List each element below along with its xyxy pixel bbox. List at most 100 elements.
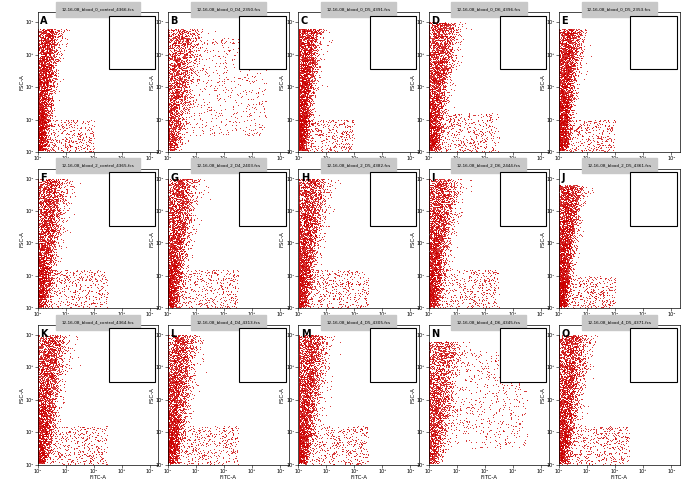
Point <box>42 185 53 193</box>
Point <box>423 236 434 244</box>
Point <box>42 82 53 90</box>
Point <box>165 377 176 385</box>
Point <box>431 408 442 416</box>
Point <box>554 443 565 451</box>
Point <box>42 52 53 60</box>
Point <box>166 364 177 371</box>
Point <box>296 264 307 272</box>
Point <box>295 266 306 274</box>
Point <box>554 300 565 308</box>
Point <box>555 363 566 371</box>
Point <box>435 257 446 265</box>
Point <box>33 273 44 280</box>
Point <box>315 205 326 213</box>
Point <box>428 131 439 139</box>
Point <box>295 92 306 100</box>
Point <box>436 350 447 358</box>
Point <box>46 122 57 129</box>
Point <box>559 252 570 260</box>
Point <box>324 125 335 133</box>
Point <box>432 229 443 237</box>
Point <box>40 69 51 77</box>
Point <box>559 242 570 250</box>
Point <box>293 55 304 63</box>
Point <box>423 191 434 199</box>
Point <box>301 51 311 59</box>
Point <box>43 353 54 361</box>
Point <box>554 100 565 108</box>
Point <box>555 269 566 277</box>
Point <box>163 255 174 263</box>
Point <box>298 279 309 287</box>
Point <box>301 342 311 350</box>
Point <box>561 459 572 467</box>
Point <box>174 434 185 442</box>
Point <box>33 377 44 385</box>
Point <box>168 296 179 304</box>
Point <box>554 103 565 111</box>
Point <box>531 362 542 370</box>
Point <box>33 347 44 355</box>
Point <box>273 24 284 32</box>
Point <box>433 26 444 34</box>
Point <box>92 436 102 444</box>
Point <box>293 269 304 277</box>
Point <box>33 286 44 294</box>
Point <box>558 379 569 387</box>
Point <box>50 410 61 418</box>
Point <box>303 76 314 84</box>
Point <box>45 339 56 347</box>
Point <box>433 418 444 426</box>
Point <box>424 406 435 414</box>
Point <box>428 262 438 270</box>
Point <box>171 445 182 453</box>
Point <box>437 55 448 63</box>
Point <box>430 122 441 130</box>
Point <box>307 429 318 437</box>
Point <box>430 34 441 42</box>
Point <box>468 118 479 126</box>
Point <box>558 66 569 74</box>
Point <box>295 417 306 425</box>
Point <box>165 443 176 451</box>
Point <box>554 279 565 287</box>
Point <box>301 76 312 84</box>
Point <box>425 409 436 417</box>
Point <box>33 137 44 145</box>
Point <box>44 94 55 102</box>
Point <box>296 71 307 79</box>
Point <box>423 302 434 309</box>
Point <box>34 250 45 258</box>
Point <box>301 281 312 289</box>
Point <box>301 108 311 116</box>
Point <box>42 92 53 100</box>
Point <box>582 456 593 464</box>
Point <box>423 123 434 131</box>
Point <box>320 280 331 288</box>
Point <box>335 338 346 346</box>
Point <box>169 427 180 434</box>
Point <box>182 353 193 361</box>
Point <box>558 259 569 267</box>
Point <box>33 288 44 296</box>
Point <box>445 23 456 31</box>
Point <box>163 338 174 346</box>
Point <box>554 230 565 238</box>
Point <box>163 77 174 85</box>
Point <box>566 439 577 447</box>
Point <box>434 241 445 248</box>
Point <box>446 24 457 32</box>
Point <box>430 373 441 381</box>
Point <box>63 277 74 284</box>
Point <box>317 25 328 33</box>
Point <box>436 25 447 32</box>
Point <box>559 373 570 381</box>
Point <box>310 344 321 352</box>
Point <box>424 71 435 79</box>
Point <box>311 181 322 189</box>
Point <box>171 46 182 54</box>
Point <box>38 361 49 369</box>
Point <box>561 36 572 44</box>
Point <box>554 219 565 227</box>
Point <box>76 136 87 144</box>
